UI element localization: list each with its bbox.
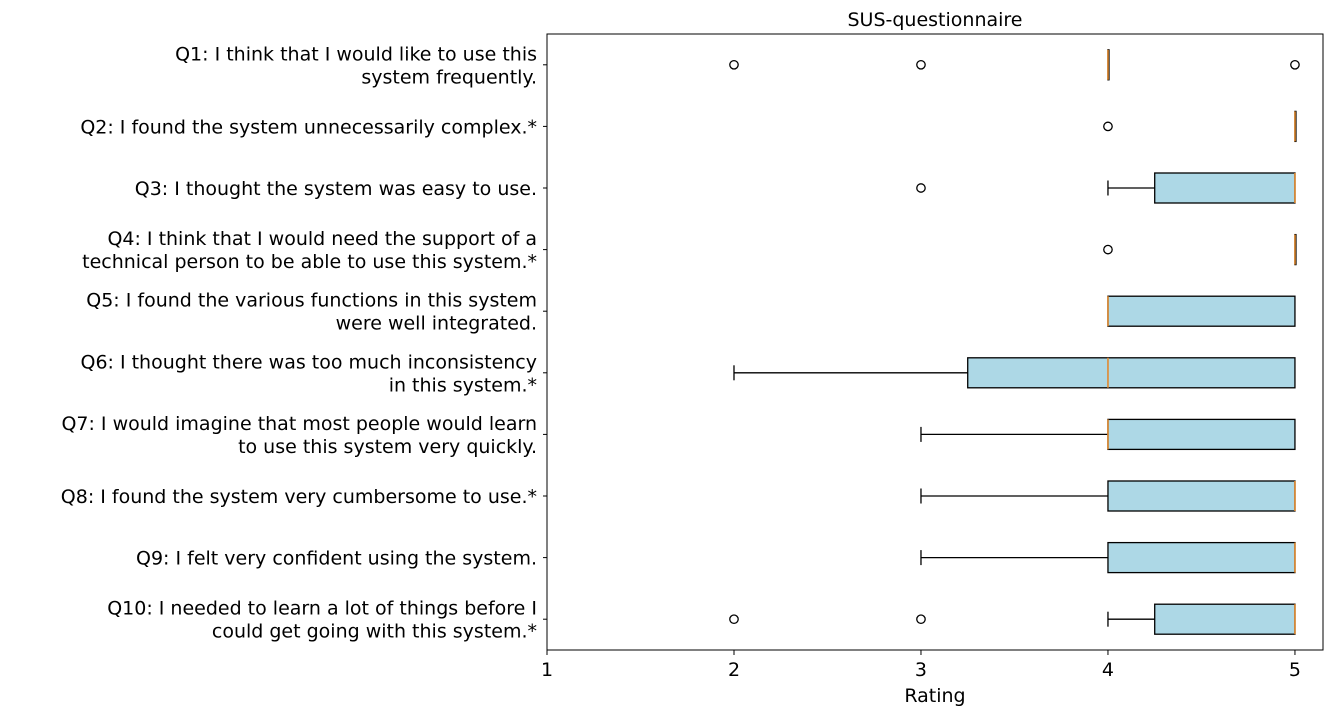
x-axis-ticks: 1 2 3 4 5 <box>541 650 1301 681</box>
y-tick-label-line: system frequently. <box>361 66 537 88</box>
y-tick-label-line: Q3: I thought the system was easy to use… <box>135 178 537 200</box>
outlier-point <box>1290 59 1300 70</box>
iqr-box <box>967 357 1296 389</box>
boxplot-item-q9 <box>920 541 1296 574</box>
iqr-box <box>1107 295 1296 327</box>
iqr-box <box>1107 418 1296 451</box>
y-tick-label-q6: Q6: I thought there was too much inconsi… <box>80 351 537 396</box>
y-axis-tick-labels: Q1: I think that I would like to use thi… <box>61 43 547 643</box>
boxplot-item-q1 <box>729 49 1300 81</box>
y-tick-label-q8: Q8: I found the system very cumbersome t… <box>61 486 537 508</box>
y-tick-label-line: Q2: I found the system unnecessarily com… <box>80 116 537 138</box>
outlier-point <box>916 183 926 193</box>
y-tick-label-line: Q6: I thought there was too much inconsi… <box>80 351 537 373</box>
y-tick-label-line: to use this system very quickly. <box>238 436 537 458</box>
outlier-point <box>729 614 739 625</box>
plot-layer <box>729 49 1300 635</box>
iqr-box <box>1107 480 1296 512</box>
y-tick-label-q1: Q1: I think that I would like to use thi… <box>175 43 537 88</box>
y-tick-label-line: Q4: I think that I would need the suppor… <box>107 228 537 250</box>
outlier-point <box>916 614 926 625</box>
outlier-point <box>1103 121 1113 132</box>
boxplot-item-q2 <box>1103 110 1297 143</box>
y-tick-label-line: Q1: I think that I would like to use thi… <box>175 43 537 65</box>
y-tick-label-q3: Q3: I thought the system was easy to use… <box>135 178 537 200</box>
y-tick-label-line: Q9: I felt very confident using the syst… <box>136 548 537 570</box>
y-tick-label-q7: Q7: I would imagine that most people wou… <box>61 413 537 458</box>
boxplot-item-q8 <box>920 480 1296 512</box>
x-tick-label: 1 <box>541 659 553 681</box>
outlier-point <box>729 59 739 70</box>
outlier-point <box>1103 244 1113 255</box>
y-tick-label-q9: Q9: I felt very confident using the syst… <box>136 548 537 570</box>
chart-title: SUS-questionnaire <box>847 9 1022 31</box>
x-tick-label: 4 <box>1102 659 1114 681</box>
boxplot-item-q4 <box>1103 233 1297 266</box>
y-tick-label-q2: Q2: I found the system unnecessarily com… <box>80 116 537 138</box>
y-tick-label-q10: Q10: I needed to learn a lot of things b… <box>107 598 537 643</box>
boxplot-item-q6 <box>733 357 1296 389</box>
y-tick-label-line: were well integrated. <box>336 313 537 335</box>
y-tick-label-line: Q5: I found the various functions in thi… <box>86 290 537 312</box>
y-tick-label-line: Q7: I would imagine that most people wou… <box>61 413 537 435</box>
plot-frame <box>546 33 1324 651</box>
x-tick-label: 3 <box>915 659 927 681</box>
y-tick-label-line: Q8: I found the system very cumbersome t… <box>61 486 537 508</box>
outlier-point <box>916 59 926 70</box>
y-tick-label-q5: Q5: I found the various functions in thi… <box>86 290 537 335</box>
y-tick-label-line: technical person to be able to use this … <box>82 251 537 273</box>
boxplot-item-q10 <box>729 603 1296 635</box>
x-tick-label: 5 <box>1289 659 1301 681</box>
x-axis-label: Rating <box>904 685 965 707</box>
y-tick-label-q4: Q4: I think that I would need the suppor… <box>82 228 537 273</box>
y-tick-label-line: in this system.* <box>389 374 537 396</box>
boxplot-item-q5 <box>1107 295 1296 327</box>
iqr-box <box>1107 541 1296 574</box>
y-tick-label-line: could get going with this system.* <box>212 621 537 643</box>
boxplot-item-q3 <box>916 172 1296 204</box>
boxplot-item-q7 <box>920 418 1296 451</box>
iqr-box <box>1154 172 1296 204</box>
y-tick-label-line: Q10: I needed to learn a lot of things b… <box>107 598 537 620</box>
x-tick-label: 2 <box>728 659 740 681</box>
iqr-box <box>1154 603 1296 635</box>
